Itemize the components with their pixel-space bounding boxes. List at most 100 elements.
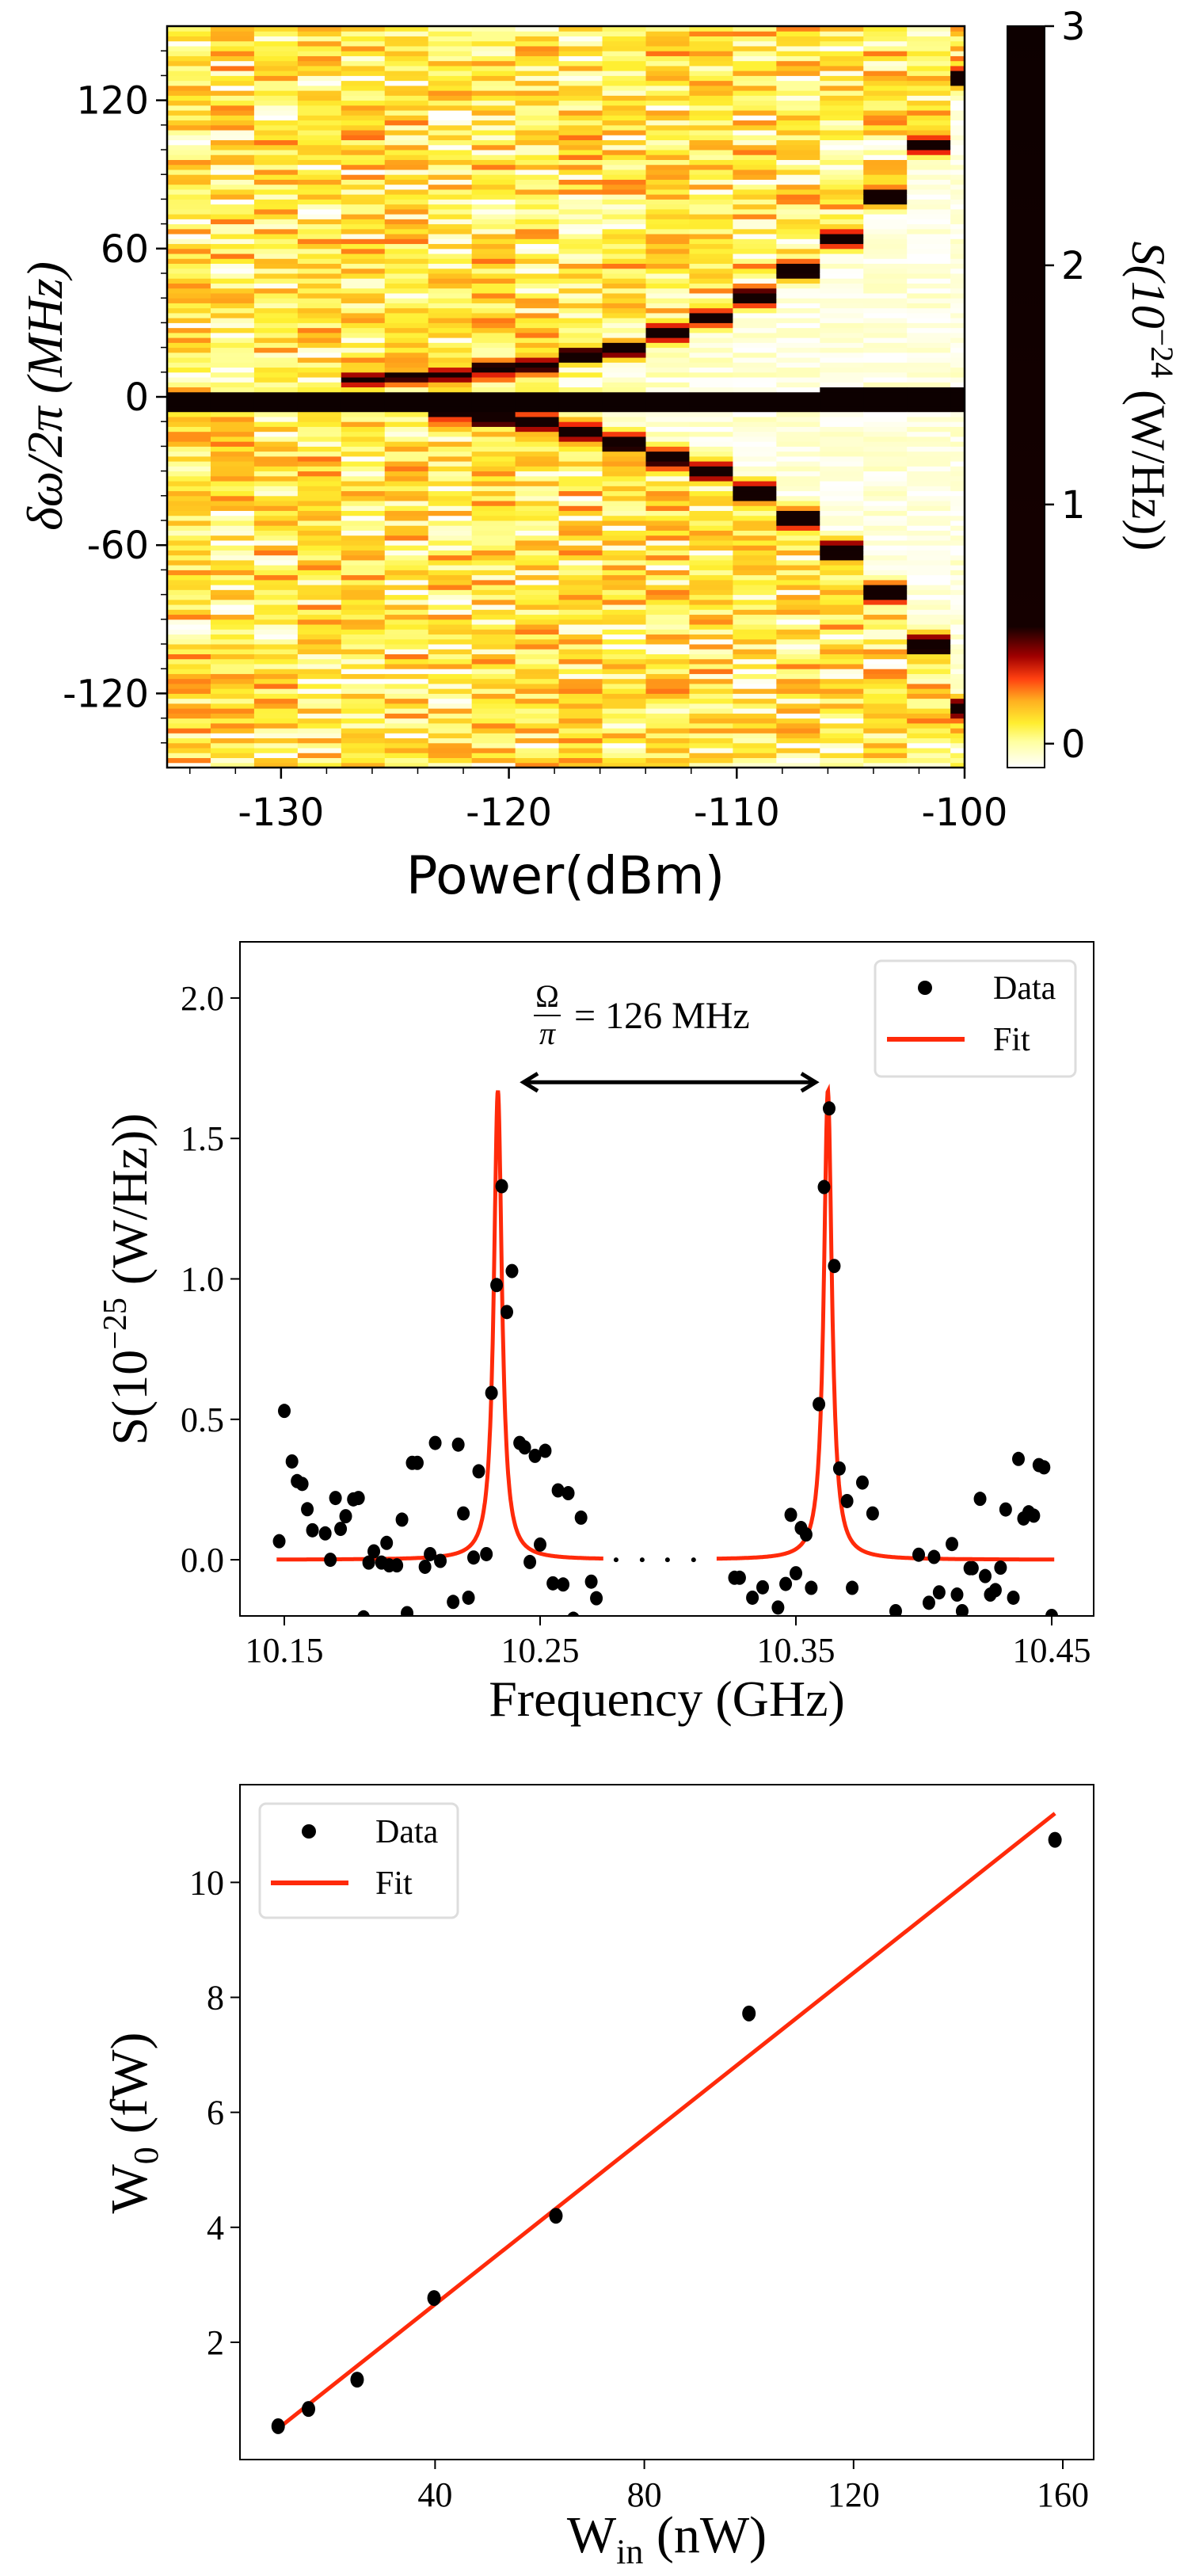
heatmap-cell (950, 31, 965, 36)
heatmap-cell (167, 490, 211, 497)
heatmap-cell (733, 253, 777, 259)
heatmap-cell (820, 658, 864, 665)
heatmap-cell (645, 441, 690, 447)
heatmap-cell (167, 634, 211, 640)
heatmap-cell (384, 397, 429, 402)
heatmap-cell (384, 337, 429, 343)
heatmap-cell (950, 594, 965, 600)
heatmap-cell (341, 481, 386, 486)
heatmap-cell (733, 298, 777, 303)
heatmap-cell (863, 124, 908, 131)
heatmap-cell (733, 441, 777, 447)
heatmap-cell (602, 525, 646, 531)
heatmap-cell (167, 303, 211, 309)
heatmap-cell (645, 347, 690, 353)
heatmap-cell (820, 495, 864, 501)
heatmap-cell (950, 51, 965, 56)
heatmap-cell (820, 154, 864, 160)
heatmap-cell (820, 638, 864, 645)
heatmap-cell (645, 85, 690, 91)
heatmap-cell (515, 748, 560, 753)
heatmap-cell (428, 733, 473, 739)
heatmap-cell (428, 431, 473, 437)
heatmap-cell (210, 737, 255, 744)
heatmap-cell (428, 753, 473, 759)
data-point (390, 1558, 404, 1573)
heatmap-cell (167, 722, 211, 729)
heatmap-cell (515, 154, 560, 160)
heatmap-cell (950, 110, 965, 116)
heatmap-cell (428, 95, 473, 101)
heatmap-cell (384, 120, 429, 126)
heatmap-cell (428, 663, 473, 669)
heatmap-cell (776, 391, 820, 398)
heatmap-cell (341, 619, 386, 625)
heatmap-cell (558, 737, 603, 744)
heatmap-cell (689, 594, 733, 600)
heatmap-cell (645, 530, 690, 536)
heatmap-cell (950, 461, 965, 467)
heatmap-cell (645, 174, 690, 180)
heatmap-cell (210, 391, 255, 398)
heatmap-cell (950, 446, 965, 452)
heatmap-cell (645, 263, 690, 269)
data-point (805, 1580, 818, 1595)
heatmap-cell (210, 402, 255, 407)
heatmap-cell (253, 268, 299, 274)
heatmap-cell (167, 387, 211, 393)
heatmap-cell (341, 372, 386, 378)
heatmap-cell (776, 70, 820, 76)
heatmap-cell (471, 658, 516, 665)
heatmap-y-label: δω/2π (MHz) (17, 261, 73, 531)
heatmap-cell (602, 174, 646, 180)
heatmap-cell (863, 115, 908, 121)
heatmap-cell (384, 31, 429, 36)
heatmap-cell (558, 530, 603, 536)
heatmap-cell (689, 298, 733, 303)
heatmap-cell (558, 298, 603, 303)
heatmap-cell (558, 357, 603, 363)
heatmap-cell (733, 753, 777, 759)
heatmap-cell (167, 372, 211, 378)
heatmap-cell (341, 455, 386, 462)
heatmap-cell (428, 554, 473, 561)
heatmap-cell (602, 253, 646, 259)
heatmap-cell (820, 234, 864, 239)
heatmap-cell (341, 322, 386, 329)
heatmap-cell (820, 312, 864, 318)
heatmap-cell (907, 135, 951, 141)
heatmap-cell (515, 307, 560, 314)
heatmap-cell (776, 481, 820, 486)
heatmap-cell (341, 189, 386, 195)
heatmap-cell (428, 179, 473, 185)
heatmap-cell (907, 219, 951, 225)
heatmap-cell (253, 292, 299, 299)
heatmap-cell (428, 698, 473, 704)
heatmap-cell (820, 733, 864, 739)
heatmap-cell (776, 65, 820, 71)
heatmap-cell (863, 318, 908, 323)
heatmap-cell (210, 471, 255, 477)
heatmap-cell (515, 263, 560, 269)
heatmap-cell (776, 387, 820, 393)
heatmap-cell (558, 372, 603, 378)
heatmap-cell (210, 609, 255, 615)
heatmap-cell (297, 481, 342, 486)
heatmap-cell (558, 135, 603, 141)
heatmap-cell (950, 451, 965, 457)
heatmap-cell (428, 332, 473, 338)
heatmap-cell (428, 31, 473, 36)
heatmap-cell (820, 219, 864, 225)
x-tick-label: 160 (1037, 2475, 1089, 2514)
heatmap-cell (602, 402, 646, 407)
heatmap-cell (167, 579, 211, 585)
heatmap-cell (471, 268, 516, 274)
heatmap-cell (602, 159, 646, 166)
heatmap-cell (950, 382, 965, 388)
heatmap-cell (167, 253, 211, 259)
heatmap-cell (297, 169, 342, 175)
heatmap-cell (776, 208, 820, 215)
heatmap-cell (950, 322, 965, 329)
heatmap-cell (820, 426, 864, 433)
